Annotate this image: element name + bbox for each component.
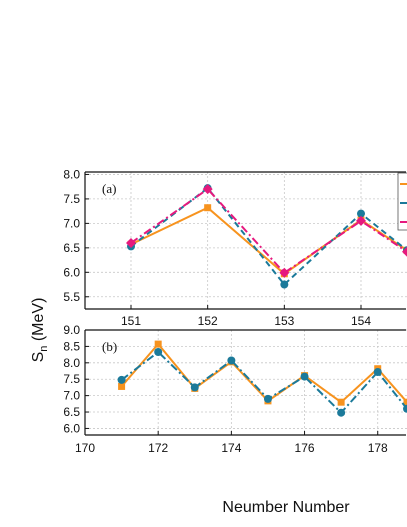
y-axis-title-symbol: S [30,352,47,363]
circle-point [227,356,236,365]
series-group [117,340,407,417]
x-tick-label: 174 [221,441,241,455]
y-tick-label: 5.5 [63,290,80,304]
circle-point [357,209,365,218]
x-tick-label: 178 [368,441,388,455]
series-group [126,184,407,289]
series-line [130,186,407,286]
x-tick-label: 172 [148,441,168,455]
x-tick-label: 152 [198,314,218,328]
y-tick-label: 6.0 [63,421,80,435]
diamond-point [402,246,407,257]
circle-point [300,372,309,381]
circle-point [337,408,346,417]
panel-a: 151 152 153 154 5.5 6.0 6.5 7.0 7.5 8.0 (a) [63,167,407,328]
square-point [403,398,407,406]
y-tick-label: 7.5 [63,192,80,206]
diamond-point [126,237,136,248]
panel-label: (b) [102,339,117,354]
x-tick-label: 151 [121,314,141,328]
y-tick-label: 8.5 [63,339,80,353]
x-tick-label: 170 [75,441,95,455]
y-axis-title-subscript: n [38,346,50,352]
y-axis-title: Sn (MeV) [30,298,50,363]
y-tick-label: 7.0 [63,216,80,230]
square-point [154,340,162,348]
circle-point [190,383,199,392]
y-tick-label: 7.0 [63,389,80,403]
panel-b: 170 172 174 176 178 6.0 6.5 7.0 7.5 8.0 8.5 9.0 (b) [63,323,407,455]
y-tick-label: 6.5 [63,405,80,419]
y-axis-title-unit: (MeV) [30,298,47,346]
series-line [120,342,407,404]
x-tick-label: 176 [295,441,315,455]
panel-label: (a) [102,181,116,196]
x-tick-label: 153 [274,314,294,328]
circle-point [263,394,272,403]
diamond-point [202,184,213,195]
y-tick-label: 8.0 [63,356,80,370]
y-tick-label: 9.0 [63,323,80,337]
y-tick-label: 7.5 [63,372,80,386]
x-axis-title: Neumber Number [222,499,350,516]
y-tick-label: 6.0 [63,265,80,279]
square-point [118,382,126,390]
circle-point [403,404,407,413]
circle-point [117,375,126,384]
diamond-point [279,267,290,278]
y-tick-label: 8.0 [63,167,80,181]
diamond-point [356,215,366,226]
circle-point [280,280,289,289]
legend-box [397,172,407,231]
y-tick-label: 6.5 [63,241,80,255]
square-point [204,204,212,212]
circle-point [373,368,382,376]
x-tick-label: 154 [351,314,371,328]
legend [397,172,407,231]
circle-point [154,347,163,356]
square-point [337,398,345,406]
